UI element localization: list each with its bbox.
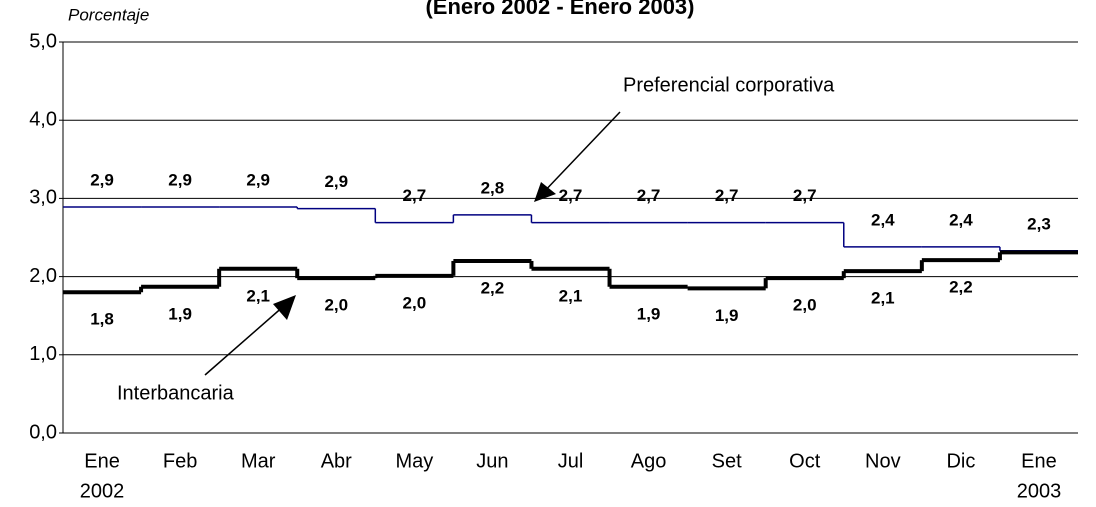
series-annotation: Interbancaria: [117, 382, 235, 404]
arrow-line: [539, 111, 621, 197]
x-tick-label: Ene: [1021, 450, 1057, 472]
y-tick-label: 2,0: [29, 265, 57, 287]
x-tick-label: Dic: [946, 450, 975, 472]
value-label: 2,3: [1027, 214, 1051, 233]
value-label: 2,4: [949, 210, 973, 229]
value-label: 2,1: [559, 286, 583, 305]
value-label: 2,9: [246, 170, 270, 189]
value-label: 2,7: [637, 186, 661, 205]
value-label: 2,9: [168, 170, 192, 189]
value-label: 2,7: [403, 186, 427, 205]
arrow-head: [534, 182, 556, 202]
value-label: 2,1: [246, 286, 270, 305]
x-tick-label: Oct: [789, 450, 821, 472]
y-axis-label: Porcentaje: [68, 5, 149, 24]
y-tick-label: 4,0: [29, 108, 57, 130]
x-tick-year: 2003: [1017, 480, 1062, 502]
value-label: 2,7: [715, 186, 739, 205]
y-tick-label: 0,0: [29, 421, 57, 443]
value-label: 1,9: [168, 304, 192, 323]
arrow-line: [204, 304, 286, 376]
value-label: 2,2: [481, 278, 505, 297]
y-tick-label: 5,0: [29, 30, 57, 52]
x-tick-label: May: [395, 450, 433, 472]
y-tick-label: 1,0: [29, 343, 57, 365]
x-tick-label: Ene: [84, 450, 120, 472]
x-tick-label: Feb: [163, 450, 197, 472]
y-tick-label: 3,0: [29, 187, 57, 209]
value-label: 2,7: [793, 186, 817, 205]
x-tick-label: Jun: [476, 450, 508, 472]
series-annotation: Preferencial corporativa: [623, 74, 835, 96]
x-tick-label: Set: [712, 450, 742, 472]
value-label: 2,4: [871, 210, 895, 229]
x-tick-label: Ago: [631, 450, 667, 472]
arrow-head: [273, 295, 296, 320]
x-tick-year: 2002: [80, 480, 125, 502]
value-label: 2,9: [324, 172, 348, 191]
value-label: 2,0: [403, 293, 427, 312]
value-label: 1,9: [715, 306, 739, 325]
value-label: 2,7: [559, 186, 583, 205]
value-label: 1,9: [637, 304, 661, 323]
value-label: 2,8: [481, 178, 505, 197]
x-tick-label: Mar: [241, 450, 276, 472]
x-tick-label: Jul: [558, 450, 584, 472]
x-tick-label: Abr: [321, 450, 352, 472]
value-label: 2,1: [871, 289, 895, 308]
value-label: 2,0: [324, 296, 348, 315]
value-label: 1,8: [90, 310, 114, 329]
x-tick-label: Nov: [865, 450, 901, 472]
value-label: 2,0: [793, 296, 817, 315]
value-label: 2,2: [949, 278, 973, 297]
value-label: 2,9: [90, 170, 114, 189]
chart-title: (Enero 2002 - Enero 2003): [425, 0, 694, 19]
